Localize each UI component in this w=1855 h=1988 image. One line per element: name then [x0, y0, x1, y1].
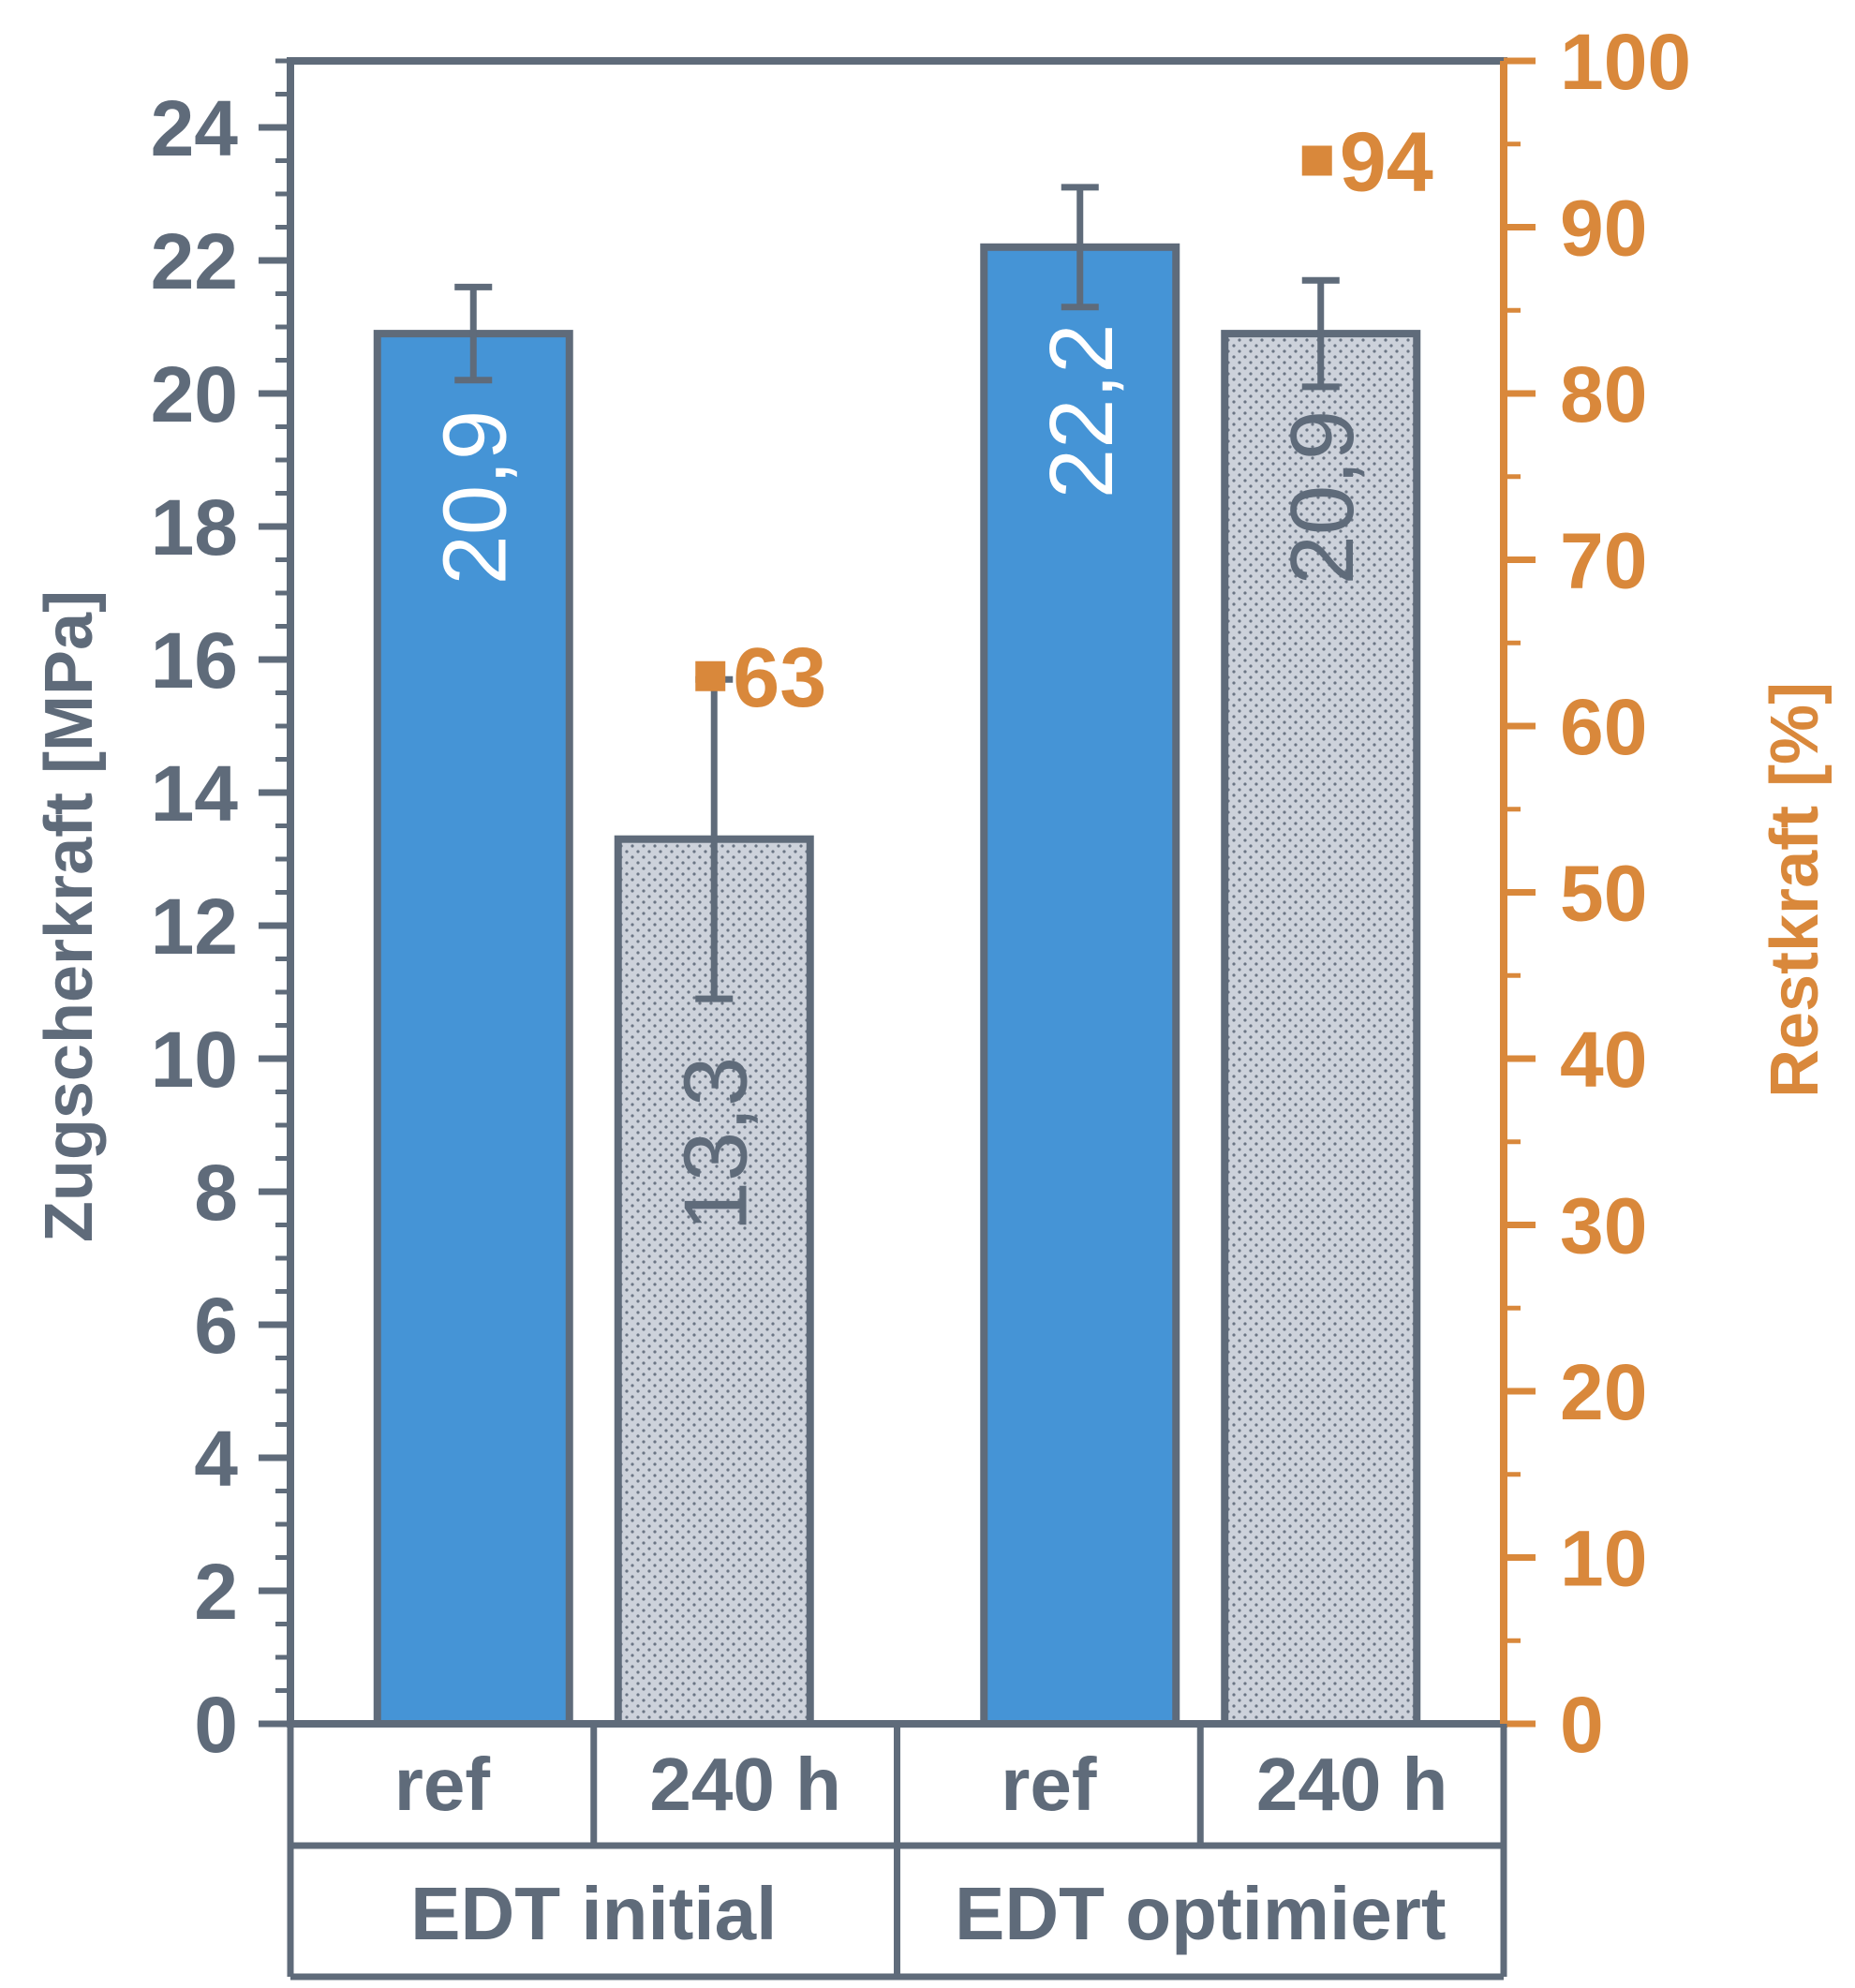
category-label: ref: [1001, 1743, 1097, 1826]
restkraft-label: 63: [733, 631, 826, 725]
left-tick-label: 20: [151, 350, 238, 438]
y-axis-right-label: Restkraft [%]: [1758, 682, 1833, 1098]
left-tick-label: 14: [151, 749, 239, 838]
restkraft-marker: [1301, 145, 1332, 176]
left-tick-label: 10: [151, 1016, 238, 1104]
restkraft-label: 94: [1340, 116, 1433, 210]
left-tick-label: 16: [151, 616, 238, 705]
right-tick-label: 100: [1560, 18, 1691, 106]
bar-labels-layer: 20,9 13,3 22,2 20,9: [424, 323, 1373, 1231]
right-tick-label: 80: [1560, 350, 1647, 438]
left-tick-label: 0: [194, 1681, 238, 1769]
right-tick-label: 50: [1560, 850, 1647, 938]
left-tick-label: 22: [151, 217, 238, 305]
group-label: EDT optimiert: [955, 1872, 1446, 1955]
category-label: ref: [394, 1743, 491, 1826]
left-tick-label: 18: [151, 483, 238, 571]
bar-value-label: 20,9: [424, 410, 525, 586]
restkraft-marker: [695, 660, 726, 691]
category-label: 240 h: [1256, 1743, 1448, 1826]
left-tick-label: 2: [194, 1548, 238, 1636]
restkraft-layer: 63 94: [695, 116, 1433, 725]
category-label: 240 h: [649, 1743, 841, 1826]
right-tick-label: 40: [1560, 1016, 1647, 1104]
bar-ref: [980, 243, 1180, 1728]
bar-value-label: 22,2: [1031, 323, 1132, 498]
right-tick-label: 20: [1560, 1348, 1647, 1436]
group-label: EDT initial: [410, 1872, 777, 1955]
left-tick-label: 24: [151, 84, 239, 172]
right-tick-label: 10: [1560, 1515, 1647, 1603]
right-tick-label: 90: [1560, 185, 1647, 273]
right-axis-ticks: 0 10 20 30 40 50 60 70 80 90 100: [1500, 18, 1691, 1769]
bar-value-label: 20,9: [1272, 410, 1373, 586]
right-tick-label: 0: [1560, 1681, 1604, 1769]
left-tick-label: 4: [194, 1415, 238, 1503]
left-tick-label: 8: [194, 1149, 238, 1237]
left-tick-label: 12: [151, 883, 238, 971]
right-tick-label: 70: [1560, 517, 1647, 605]
y-axis-left-label: Zugscherkraft [MPa]: [32, 590, 107, 1242]
bars-layer: [373, 243, 1421, 1728]
right-tick-label: 30: [1560, 1182, 1647, 1270]
category-table: EDT initial EDT optimiert ref 240 h ref 240 h: [287, 1724, 1507, 1981]
bar-ref: [373, 330, 573, 1728]
right-tick-label: 60: [1560, 683, 1647, 771]
left-tick-label: 6: [194, 1282, 238, 1370]
bar-value-label: 13,3: [665, 1057, 765, 1232]
